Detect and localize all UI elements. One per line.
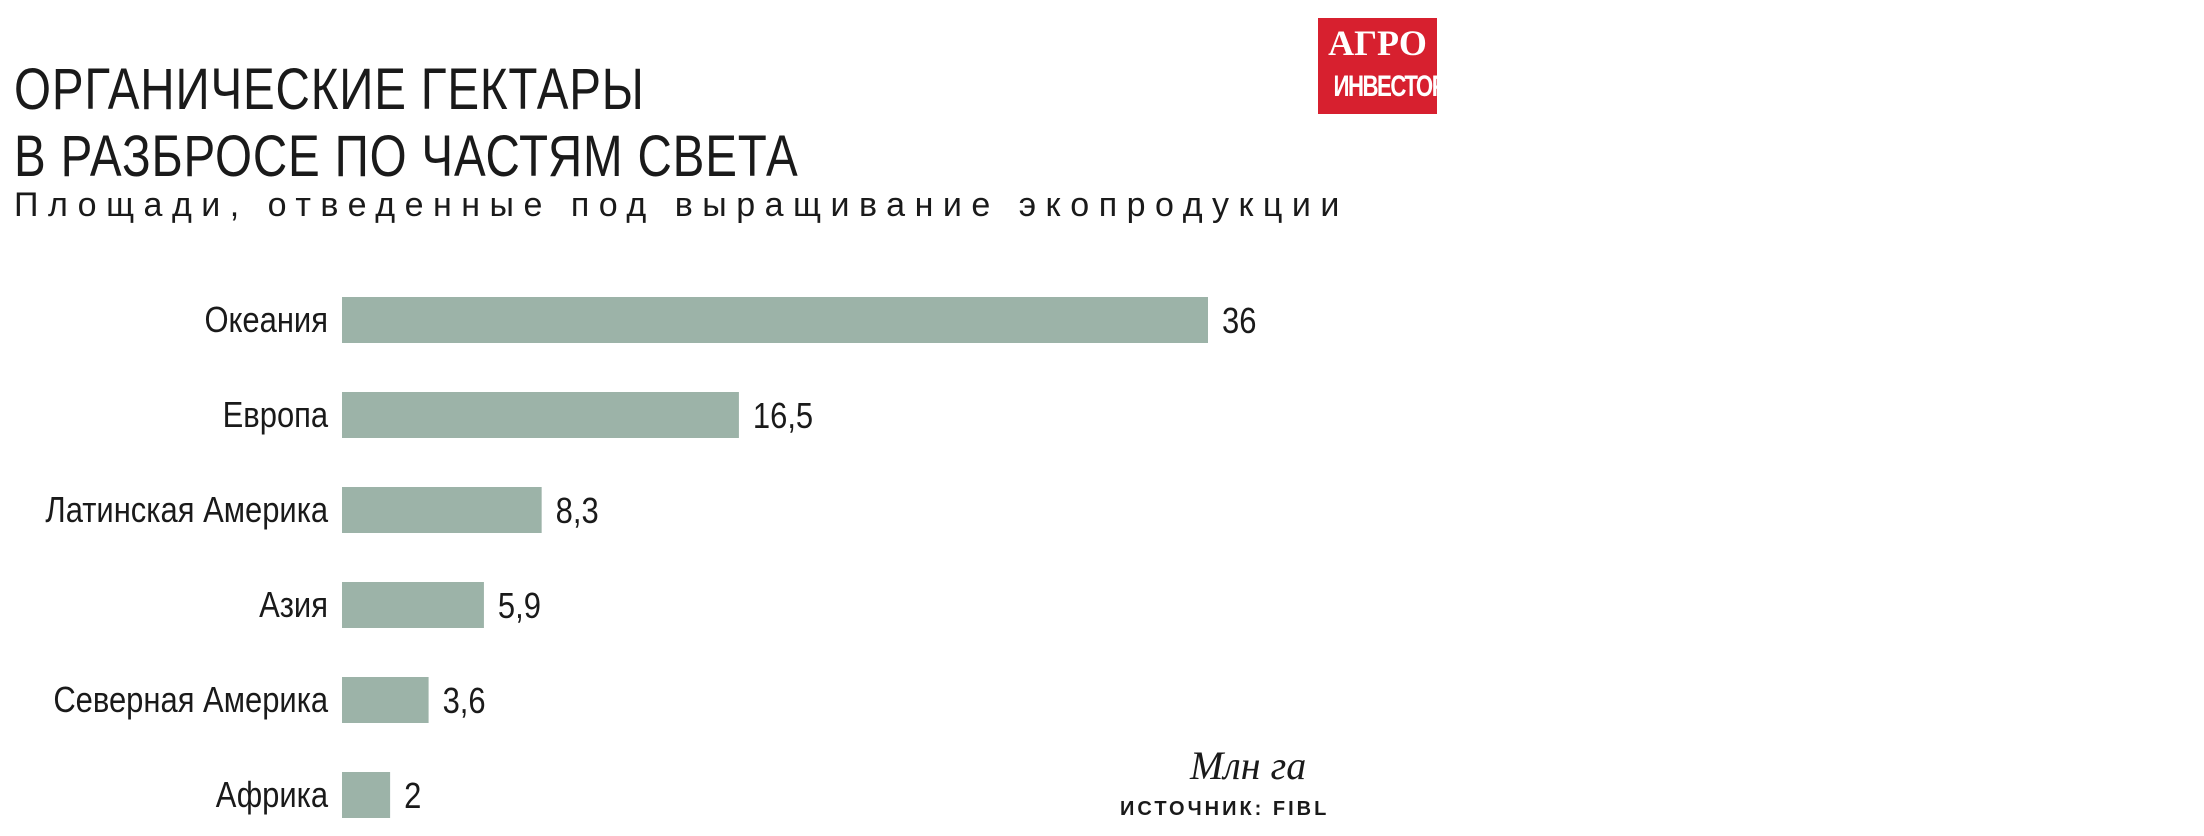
bar (342, 582, 484, 628)
bar (342, 392, 739, 438)
chart-subtitle: Площади, отведенные под выращивание экоп… (14, 186, 1349, 224)
value-label: 5,9 (498, 587, 541, 627)
value-label: 3,6 (443, 682, 486, 722)
value-label: 2 (404, 777, 421, 817)
value-label: 8,3 (556, 492, 599, 532)
bar (342, 677, 429, 723)
category-label: Латинская Америка (45, 491, 328, 531)
value-label: 16,5 (753, 397, 813, 437)
bar (342, 297, 1208, 343)
bar (342, 487, 542, 533)
category-label: Северная Америка (53, 681, 328, 721)
chart-title-line-1: ОРГАНИЧЕСКИЕ ГЕКТАРЫ (14, 57, 645, 122)
category-label: Океания (204, 301, 328, 341)
chart-title-line-2: В РАЗБРОСЕ ПО ЧАСТЯМ СВЕТА (14, 124, 799, 189)
unit-label: Млн га (1190, 743, 1307, 788)
bar (342, 772, 391, 818)
agroinvestor-logo: АГРО ИНВЕСТОР (1318, 18, 1437, 114)
category-label: Африка (216, 776, 329, 816)
value-label: 36 (1222, 302, 1256, 342)
source-label: ИСТОЧНИК: FIBL (1120, 798, 1330, 820)
logo-text-top: АГРО (1328, 23, 1427, 63)
category-label: Азия (259, 586, 328, 626)
category-label: Европа (223, 396, 329, 436)
logo-text-bottom: ИНВЕСТОР (1333, 70, 1437, 103)
